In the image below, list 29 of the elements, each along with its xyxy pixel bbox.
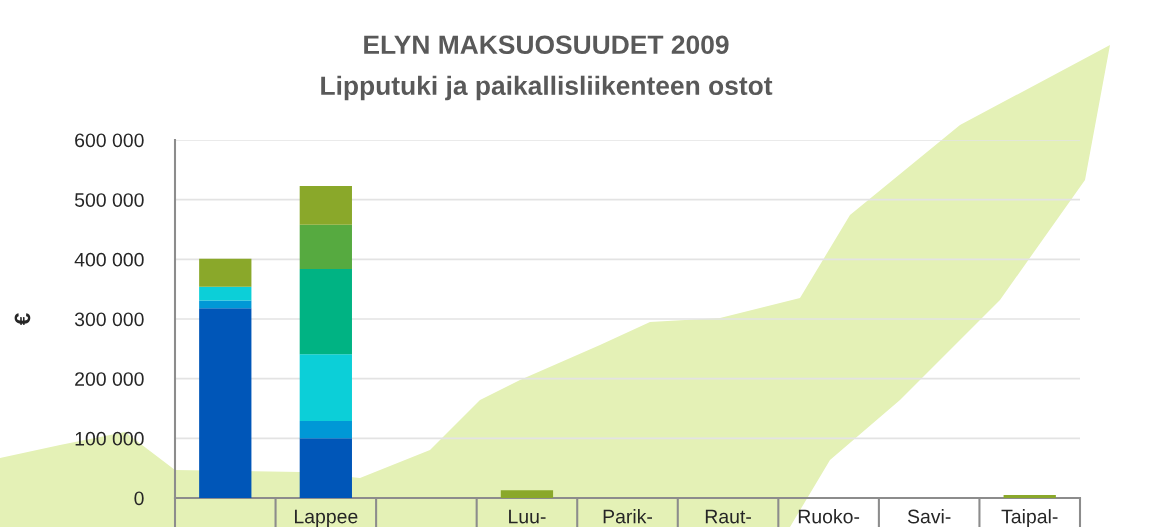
chart-title: ELYN MAKSUOSUUDET 2009	[364, 35, 729, 55]
bar	[299, 185, 352, 225]
bar	[299, 421, 352, 439]
x-tick-label: Parik-	[603, 509, 653, 524]
bar	[500, 490, 554, 498]
y-tick-label: 600 000	[75, 133, 144, 148]
bar	[299, 268, 352, 355]
y-tick-label: 0	[134, 491, 144, 506]
x-tick-label: Ruoko-	[798, 509, 860, 524]
bar	[299, 224, 352, 269]
chart-subtitle: Lipputuki ja paikallisliikenteen ostot	[321, 75, 773, 101]
bar	[299, 438, 352, 498]
x-tick-label: Luu-	[509, 509, 546, 524]
x-tick-label: Raut-	[705, 509, 751, 524]
bar	[199, 286, 252, 301]
y-tick-label: 500 000	[74, 193, 144, 207]
x-tick-label: Lappee	[294, 509, 358, 527]
y-tick-label: 300 000	[74, 312, 144, 327]
y-tick-label: 100 000	[75, 431, 144, 446]
y-tick-label: 200 000	[75, 372, 144, 386]
bar	[199, 258, 252, 287]
y-axis-title: €	[14, 313, 31, 326]
x-tick-label: Taipal-	[1001, 509, 1058, 527]
bar	[199, 300, 252, 309]
bar	[1003, 495, 1056, 498]
bar	[299, 354, 352, 422]
x-tick-label: Savi-	[907, 509, 951, 524]
y-tick-label: 400 000	[74, 252, 144, 267]
bar	[199, 308, 252, 498]
